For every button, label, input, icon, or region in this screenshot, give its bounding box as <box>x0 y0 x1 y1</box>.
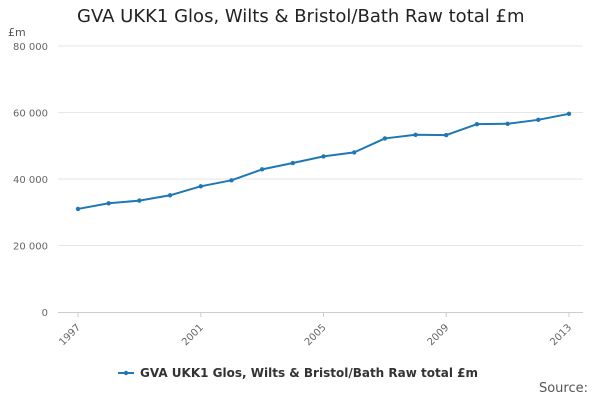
y-tick-label: 40 000 <box>13 175 48 186</box>
legend-marker <box>123 370 129 376</box>
y-tick-label: 60 000 <box>13 109 48 120</box>
x-tick-label: 1997 <box>57 322 83 348</box>
y-axis-unit-label: £m <box>8 26 26 39</box>
data-point[interactable] <box>536 117 541 123</box>
data-point[interactable] <box>106 201 111 206</box>
data-point[interactable] <box>505 121 510 127</box>
data-point[interactable] <box>566 111 572 117</box>
data-point[interactable] <box>75 206 81 212</box>
legend[interactable]: GVA UKK1 Glos, Wilts & Bristol/Bath Raw … <box>118 366 478 380</box>
y-tick-label: 80 000 <box>13 42 48 53</box>
series-line-group <box>75 111 572 212</box>
gridlines <box>58 45 583 313</box>
data-point[interactable] <box>351 150 357 155</box>
y-tick-label: 0 <box>42 308 48 319</box>
data-point[interactable] <box>259 167 265 172</box>
data-point[interactable] <box>229 178 234 183</box>
y-axis-ticks: 0 20 000 40 000 60 000 80 000 <box>13 42 48 319</box>
data-point[interactable] <box>474 121 480 127</box>
x-axis-ticks: 1997 2001 2005 2009 2013 <box>57 312 574 348</box>
data-point[interactable] <box>167 193 173 198</box>
data-point[interactable] <box>382 136 388 141</box>
data-point[interactable] <box>321 154 326 159</box>
data-point[interactable] <box>444 132 449 138</box>
data-point[interactable] <box>413 132 418 137</box>
x-tick-label: 2001 <box>180 322 206 348</box>
y-tick-label: 20 000 <box>13 242 48 253</box>
data-point[interactable] <box>198 184 203 189</box>
x-tick-label: 2005 <box>303 322 329 348</box>
data-point[interactable] <box>137 198 142 203</box>
source-label: Source: <box>538 381 588 396</box>
legend-label[interactable]: GVA UKK1 Glos, Wilts & Bristol/Bath Raw … <box>140 366 478 380</box>
series-line <box>77 112 570 210</box>
x-tick-label: 2013 <box>548 322 574 348</box>
x-tick-label: 2009 <box>426 322 452 348</box>
chart-title: GVA UKK1 Glos, Wilts & Bristol/Bath Raw … <box>77 6 525 27</box>
data-point[interactable] <box>290 160 296 166</box>
